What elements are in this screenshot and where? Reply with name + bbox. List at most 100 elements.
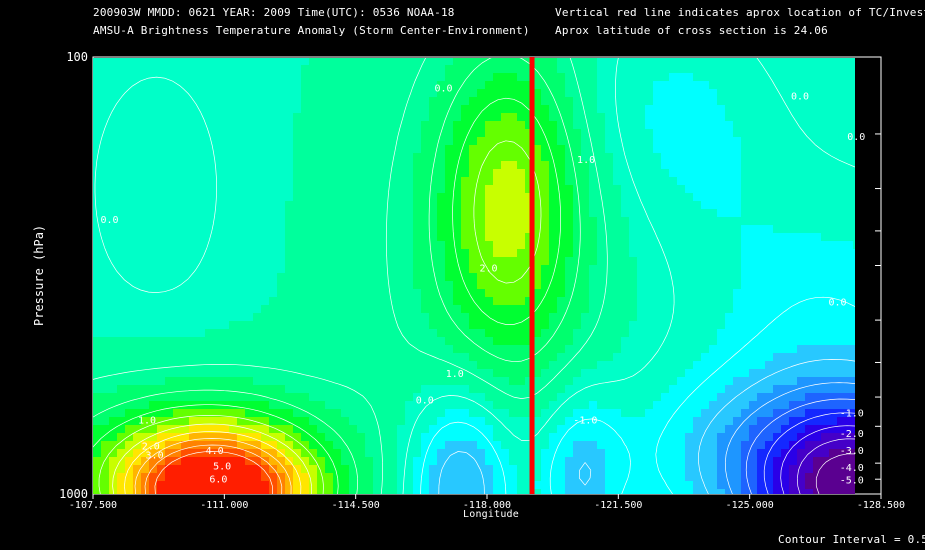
field-cell bbox=[605, 377, 614, 386]
field-cell bbox=[621, 257, 630, 266]
field-cell bbox=[605, 97, 614, 106]
field-cell bbox=[173, 225, 182, 234]
field-cell bbox=[285, 145, 294, 154]
field-cell bbox=[117, 97, 126, 106]
field-cell bbox=[181, 289, 190, 298]
field-cell bbox=[421, 433, 430, 442]
field-cell bbox=[309, 353, 318, 362]
field-cell bbox=[741, 121, 750, 130]
field-cell bbox=[101, 345, 110, 354]
field-cell bbox=[253, 81, 262, 90]
field-cell bbox=[717, 457, 726, 466]
field-cell bbox=[277, 105, 286, 114]
field-cell bbox=[581, 145, 590, 154]
field-cell bbox=[389, 305, 398, 314]
field-cell bbox=[101, 233, 110, 242]
field-cell bbox=[781, 225, 790, 234]
field-cell bbox=[477, 433, 486, 442]
field-cell bbox=[325, 329, 334, 338]
field-cell bbox=[221, 105, 230, 114]
field-cell bbox=[693, 361, 702, 370]
field-cell bbox=[365, 249, 374, 258]
field-cell bbox=[573, 361, 582, 370]
field-cell bbox=[389, 393, 398, 402]
field-cell bbox=[365, 185, 374, 194]
field-cell bbox=[301, 425, 310, 434]
field-cell bbox=[413, 361, 422, 370]
field-cell bbox=[445, 73, 454, 82]
field-cell bbox=[261, 361, 270, 370]
field-cell bbox=[165, 297, 174, 306]
field-cell bbox=[725, 457, 734, 466]
field-cell bbox=[629, 137, 638, 146]
field-cell bbox=[525, 209, 534, 218]
field-cell bbox=[661, 337, 670, 346]
field-cell bbox=[381, 353, 390, 362]
field-cell bbox=[149, 369, 158, 378]
field-cell bbox=[429, 489, 438, 494]
field-cell bbox=[189, 105, 198, 114]
field-cell bbox=[237, 137, 246, 146]
field-cell bbox=[317, 345, 326, 354]
field-cell bbox=[813, 113, 822, 122]
field-cell bbox=[285, 161, 294, 170]
field-cell bbox=[181, 433, 190, 442]
field-cell bbox=[405, 97, 414, 106]
field-cell bbox=[125, 225, 134, 234]
field-cell bbox=[101, 281, 110, 290]
field-cell bbox=[669, 169, 678, 178]
field-cell bbox=[197, 209, 206, 218]
field-cell bbox=[109, 185, 118, 194]
field-cell bbox=[517, 113, 526, 122]
field-cell bbox=[389, 169, 398, 178]
field-cell bbox=[541, 433, 550, 442]
field-cell bbox=[781, 441, 790, 450]
field-cell bbox=[485, 225, 494, 234]
field-cell bbox=[493, 305, 502, 314]
field-cell bbox=[285, 249, 294, 258]
field-cell bbox=[525, 257, 534, 266]
field-cell bbox=[117, 345, 126, 354]
field-cell bbox=[165, 385, 174, 394]
field-cell bbox=[485, 249, 494, 258]
field-cell bbox=[93, 441, 102, 450]
field-cell bbox=[133, 281, 142, 290]
field-cell bbox=[317, 169, 326, 178]
field-cell bbox=[245, 377, 254, 386]
field-cell bbox=[509, 417, 518, 426]
field-cell bbox=[581, 425, 590, 434]
field-cell bbox=[653, 97, 662, 106]
field-cell bbox=[533, 241, 542, 250]
field-cell bbox=[797, 441, 806, 450]
field-cell bbox=[181, 58, 190, 66]
field-cell bbox=[581, 58, 590, 66]
field-cell bbox=[237, 225, 246, 234]
field-cell bbox=[781, 177, 790, 186]
field-cell bbox=[381, 73, 390, 82]
field-cell bbox=[685, 113, 694, 122]
field-cell bbox=[533, 58, 542, 66]
field-cell bbox=[717, 385, 726, 394]
field-cell bbox=[429, 433, 438, 442]
field-cell bbox=[701, 305, 710, 314]
field-cell bbox=[557, 249, 566, 258]
field-cell bbox=[317, 289, 326, 298]
field-cell bbox=[349, 137, 358, 146]
field-cell bbox=[493, 105, 502, 114]
field-cell bbox=[805, 385, 814, 394]
field-cell bbox=[709, 313, 718, 322]
field-cell bbox=[709, 337, 718, 346]
field-cell bbox=[293, 193, 302, 202]
field-cell bbox=[653, 217, 662, 226]
field-cell bbox=[213, 369, 222, 378]
field-cell bbox=[461, 313, 470, 322]
field-cell bbox=[413, 353, 422, 362]
field-cell bbox=[605, 105, 614, 114]
field-cell bbox=[477, 401, 486, 410]
field-cell bbox=[221, 185, 230, 194]
field-cell bbox=[573, 217, 582, 226]
field-cell bbox=[165, 73, 174, 82]
field-cell bbox=[237, 217, 246, 226]
field-cell bbox=[205, 409, 214, 418]
field-cell bbox=[181, 273, 190, 282]
